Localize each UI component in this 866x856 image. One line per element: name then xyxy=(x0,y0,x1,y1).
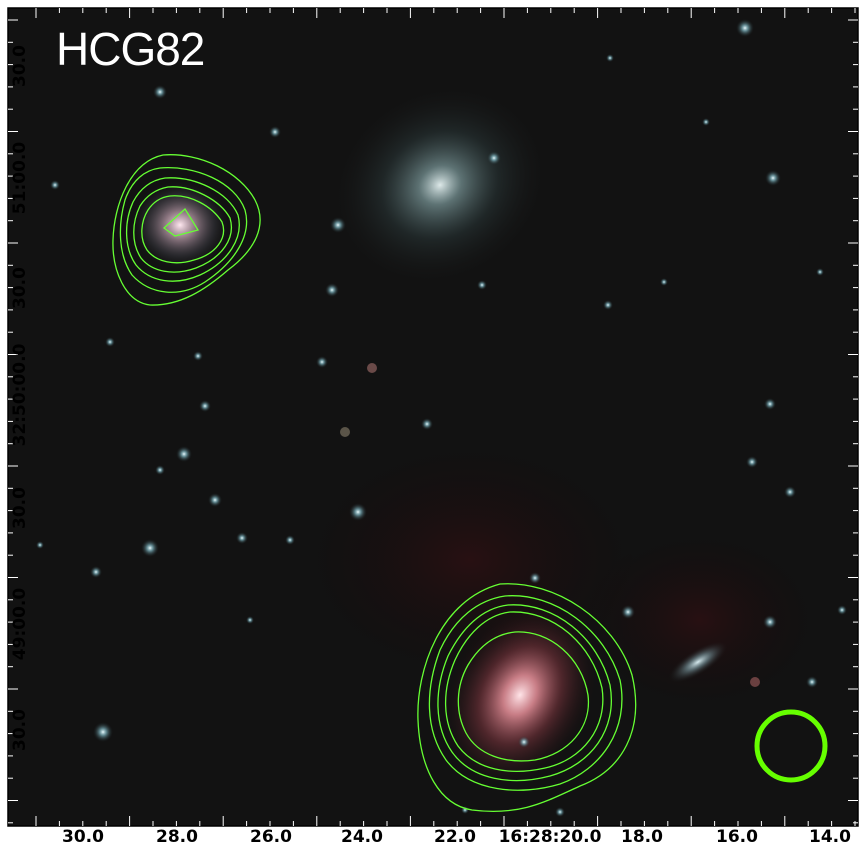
field-title: HCG82 xyxy=(56,23,205,75)
y-tick-label: 30.0 xyxy=(10,709,30,751)
red-haze xyxy=(580,530,820,710)
y-tick-label: 49:00.0 xyxy=(10,587,30,661)
galaxy-northeast xyxy=(130,180,230,270)
hi-contours-northeast xyxy=(112,154,261,306)
y-tick-label: 30.0 xyxy=(10,45,30,87)
edge-on-galaxy xyxy=(668,641,728,683)
beam-circle xyxy=(754,709,828,783)
x-tick-label: 14.0 xyxy=(809,827,851,847)
plot-frame xyxy=(7,7,859,827)
x-tick-label: 16:28:20.0 xyxy=(498,827,602,847)
x-tick-label: 18.0 xyxy=(621,827,663,847)
y-tick-label: 30.0 xyxy=(10,267,30,309)
y-tick-label: 51:00.0 xyxy=(10,141,30,215)
x-tick-label: 26.0 xyxy=(250,827,292,847)
x-tick-label: 24.0 xyxy=(341,827,383,847)
red-galaxy xyxy=(443,604,597,786)
axis-ticks xyxy=(8,8,858,826)
x-tick-label: 22.0 xyxy=(434,827,476,847)
y-tick-label: 30.0 xyxy=(10,487,30,529)
elliptical-galaxy xyxy=(333,86,547,284)
x-tick-label: 28.0 xyxy=(156,827,198,847)
x-tick-label: 16.0 xyxy=(716,827,758,847)
x-tick-label: 30.0 xyxy=(62,827,104,847)
y-tick-label: 32:50:00.0 xyxy=(10,343,30,447)
hi-contours-south xyxy=(417,583,637,813)
star-field xyxy=(36,19,847,817)
